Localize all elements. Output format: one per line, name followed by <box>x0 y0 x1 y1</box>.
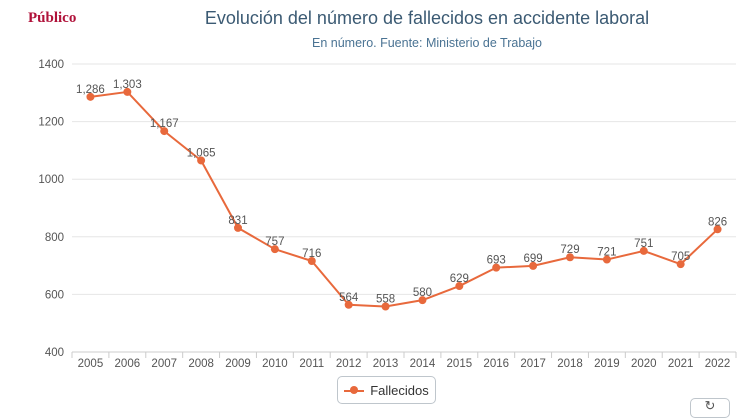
data-point <box>307 256 316 265</box>
data-label: 716 <box>302 248 321 260</box>
refresh-button[interactable]: ↻ <box>690 398 730 418</box>
x-tick-label: 2020 <box>631 358 657 370</box>
x-axis: 2005 2006 2007 2008 2009 2010 2011 2012 2013 2014… <box>71 351 737 370</box>
chart-grid <box>72 63 736 295</box>
chart-title: Evolución del número de fallecidos en ac… <box>204 8 650 28</box>
data-label: 757 <box>265 236 284 248</box>
data-point <box>344 300 353 309</box>
x-tick-label: 2018 <box>557 358 583 370</box>
data-label: 705 <box>671 251 690 263</box>
x-tick-label: 2005 <box>78 358 104 370</box>
data-point <box>270 245 279 254</box>
data-label: 580 <box>413 287 432 299</box>
data-label: 1,286 <box>76 84 105 96</box>
x-tick-label: 2019 <box>594 358 620 370</box>
x-tick-label: 2015 <box>447 358 473 370</box>
x-tick-label: 2013 <box>373 358 399 370</box>
data-point <box>455 282 464 291</box>
y-axis: 400 600 800 1000 1200 1400 <box>38 59 64 359</box>
x-tick-label: 2017 <box>520 358 546 370</box>
data-label: 699 <box>524 253 543 265</box>
x-tick-label: 2010 <box>262 358 288 370</box>
data-label: 558 <box>376 293 395 305</box>
x-tick-label: 2012 <box>336 358 362 370</box>
data-label: 831 <box>228 215 247 227</box>
data-labels: 1,286 1,303 1,167 1,065 831 757 716 564 558 580 62… <box>76 79 727 306</box>
legend-label: Fallecidos <box>370 382 429 398</box>
data-point <box>713 225 722 234</box>
data-label: 751 <box>634 238 653 250</box>
data-point <box>492 263 501 272</box>
data-point <box>602 255 611 264</box>
brand-logo: Público <box>28 10 77 26</box>
data-label: 826 <box>708 216 727 228</box>
y-tick-label: 600 <box>45 289 64 301</box>
data-point <box>566 253 574 262</box>
x-tick-label: 2022 <box>705 358 731 370</box>
data-label: 629 <box>450 273 469 285</box>
data-point <box>160 127 169 136</box>
legend-line-marker-icon <box>344 384 365 396</box>
x-tick-label: 2011 <box>299 358 324 370</box>
legend-item-fallecidos[interactable]: Fallecidos <box>337 376 436 404</box>
y-tick-label: 1200 <box>38 117 64 129</box>
y-tick-label: 1000 <box>38 174 64 186</box>
data-point <box>86 92 95 101</box>
series-fallecidos <box>86 87 722 311</box>
data-point <box>676 260 685 269</box>
data-point <box>418 296 427 305</box>
data-label: 721 <box>597 247 616 259</box>
y-tick-label: 1400 <box>38 59 64 71</box>
data-point <box>381 302 390 311</box>
chart-subtitle: En número. Fuente: Ministerio de Trabajo <box>312 36 542 50</box>
data-point <box>123 87 132 96</box>
x-tick-label: 2016 <box>483 358 509 370</box>
refresh-icon: ↻ <box>704 398 716 413</box>
data-point <box>529 261 538 270</box>
x-tick-label: 2014 <box>410 358 436 370</box>
x-tick-label: 2021 <box>668 358 694 370</box>
series-line <box>90 90 719 308</box>
data-label: 693 <box>487 255 506 267</box>
data-label: 729 <box>560 244 579 256</box>
x-tick-label: 2009 <box>225 358 251 370</box>
data-point <box>639 246 648 255</box>
data-label: 1,303 <box>113 79 142 91</box>
data-point <box>197 156 206 165</box>
data-label: 1,065 <box>187 147 216 159</box>
data-label: 1,167 <box>150 118 179 130</box>
y-tick-label: 400 <box>45 347 64 359</box>
y-tick-label: 800 <box>45 232 64 244</box>
data-point <box>234 223 242 232</box>
x-tick-label: 2007 <box>151 358 177 370</box>
x-tick-label: 2006 <box>115 358 141 370</box>
data-label: 564 <box>339 292 359 304</box>
x-tick-label: 2008 <box>188 358 214 370</box>
